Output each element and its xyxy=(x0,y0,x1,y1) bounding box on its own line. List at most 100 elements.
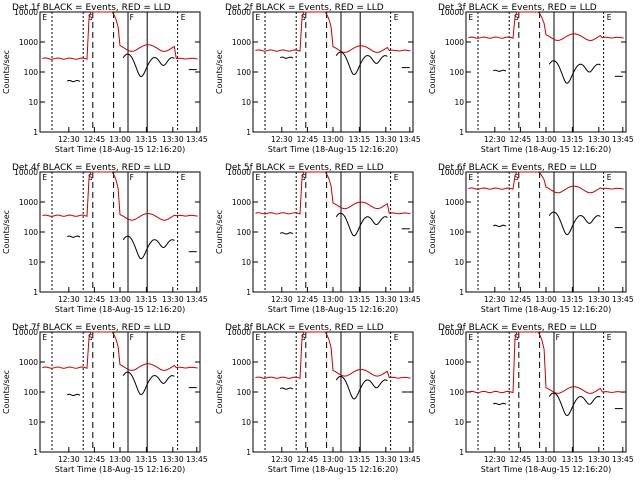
y-tick-label: 10000 xyxy=(14,328,38,337)
marker-label: E xyxy=(607,13,612,22)
lld-series xyxy=(42,11,198,60)
x-tick-label: 12:45 xyxy=(297,295,319,304)
x-tick-label: 12:45 xyxy=(297,455,319,464)
x-tick-label: 13:00 xyxy=(322,135,344,144)
events-series-post xyxy=(122,53,175,78)
x-tick-label: 13:30 xyxy=(162,295,184,304)
events-series-pre xyxy=(493,402,507,406)
events-series-post xyxy=(122,235,175,260)
events-series-post xyxy=(122,371,175,396)
marker-label: F xyxy=(130,173,134,182)
y-tick-label: 10 xyxy=(454,258,464,267)
x-tick-label: 12:45 xyxy=(84,295,106,304)
x-tick-label: 12:30 xyxy=(484,135,506,144)
y-tick-label: 10 xyxy=(28,418,38,427)
x-tick-label: 13:00 xyxy=(535,295,557,304)
y-tick-label: 100 xyxy=(237,388,252,397)
y-axis-label: Counts/sec xyxy=(215,370,224,414)
y-tick-label: 1000 xyxy=(19,198,38,207)
y-tick-label: 100 xyxy=(24,68,39,77)
panel-title: Det 1f BLACK = Events, RED = LLD xyxy=(12,3,171,13)
x-tick-label: 13:45 xyxy=(186,135,208,144)
y-tick-label: 10 xyxy=(454,418,464,427)
x-tick-label: 13:15 xyxy=(136,455,158,464)
x-tick-label: 12:45 xyxy=(510,135,532,144)
panel-7: Det 7f BLACK = Events, RED = LLD 1 10 100 10… xyxy=(2,323,208,474)
marker-label: E xyxy=(181,173,186,182)
y-tick-label: 1000 xyxy=(445,198,464,207)
y-axis-label: Counts/sec xyxy=(215,210,224,254)
x-tick-label: 13:45 xyxy=(399,455,421,464)
events-series-post xyxy=(335,376,388,400)
marker-label: E xyxy=(42,333,47,342)
panel-title: Det 6f BLACK = Events, RED = LLD xyxy=(438,163,597,173)
x-axis-label: Start Time (18-Aug-15 12:16:20) xyxy=(481,305,612,314)
y-tick-label: 1000 xyxy=(445,358,464,367)
marker-label: E xyxy=(255,173,260,182)
marker-label: E xyxy=(255,333,260,342)
marker-label: S xyxy=(301,13,306,22)
x-tick-label: 12:30 xyxy=(484,295,506,304)
x-tick-label: 13:45 xyxy=(612,455,634,464)
events-series-post xyxy=(335,51,388,76)
lld-series xyxy=(468,11,624,42)
y-tick-label: 1 xyxy=(459,448,464,457)
x-tick-label: 13:15 xyxy=(349,455,371,464)
y-tick-label: 100 xyxy=(237,228,252,237)
x-tick-label: 12:30 xyxy=(58,295,80,304)
y-axis-label: Counts/sec xyxy=(428,50,437,94)
x-tick-label: 13:45 xyxy=(612,135,634,144)
x-tick-label: 12:45 xyxy=(84,135,106,144)
y-tick-label: 100 xyxy=(450,68,465,77)
x-tick-label: 12:45 xyxy=(510,455,532,464)
x-axis-label: Start Time (18-Aug-15 12:16:20) xyxy=(55,465,186,474)
panel-3: Det 3f BLACK = Events, RED = LLD 1 10 100 10… xyxy=(428,3,634,154)
y-tick-label: 1 xyxy=(246,128,251,137)
x-axis-label: Start Time (18-Aug-15 12:16:20) xyxy=(268,145,399,154)
y-tick-label: 1 xyxy=(246,288,251,297)
x-tick-label: 13:15 xyxy=(349,295,371,304)
events-series-pre xyxy=(67,79,81,83)
x-tick-label: 12:30 xyxy=(58,135,80,144)
panel-9: Det 9f BLACK = Events, RED = LLD 1 10 100 10… xyxy=(428,323,634,474)
marker-label: F xyxy=(556,333,560,342)
panel-6: Det 6f BLACK = Events, RED = LLD 1 10 100 10… xyxy=(428,163,634,314)
x-tick-label: 13:30 xyxy=(162,455,184,464)
x-tick-label: 13:45 xyxy=(186,455,208,464)
x-tick-label: 13:30 xyxy=(588,295,610,304)
x-tick-label: 13:15 xyxy=(136,295,158,304)
panel-2: Det 2f BLACK = Events, RED = LLD 1 10 100 10… xyxy=(215,3,421,154)
lld-series xyxy=(42,171,198,221)
y-tick-label: 1 xyxy=(246,448,251,457)
y-tick-label: 100 xyxy=(237,68,252,77)
x-tick-label: 13:45 xyxy=(399,295,421,304)
y-tick-label: 10 xyxy=(28,98,38,107)
plot-frame xyxy=(465,11,627,133)
lld-series xyxy=(42,331,198,371)
marker-label: E xyxy=(394,13,399,22)
y-tick-label: 100 xyxy=(450,228,465,237)
y-tick-label: 1000 xyxy=(19,38,38,47)
marker-label: E xyxy=(468,13,473,22)
x-tick-label: 13:45 xyxy=(186,295,208,304)
y-tick-label: 10000 xyxy=(440,328,464,337)
plot-frame xyxy=(39,331,201,453)
y-tick-label: 1000 xyxy=(232,358,251,367)
x-axis-label: Start Time (18-Aug-15 12:16:20) xyxy=(55,305,186,314)
events-series-pre xyxy=(279,232,294,235)
y-axis-label: Counts/sec xyxy=(2,370,11,414)
y-tick-label: 10000 xyxy=(227,328,251,337)
events-series-pre xyxy=(492,224,507,228)
y-tick-label: 1000 xyxy=(232,38,251,47)
marker-label: E xyxy=(181,333,186,342)
x-tick-label: 13:00 xyxy=(109,135,131,144)
events-series-pre xyxy=(492,69,507,72)
marker-label: E xyxy=(181,13,186,22)
x-tick-label: 13:15 xyxy=(562,455,584,464)
x-tick-label: 13:15 xyxy=(349,135,371,144)
events-series-pre xyxy=(67,393,81,397)
y-tick-label: 10 xyxy=(241,418,251,427)
x-tick-label: 13:15 xyxy=(136,135,158,144)
panel-title: Det 5f BLACK = Events, RED = LLD xyxy=(225,163,384,173)
events-series-pre xyxy=(279,56,294,59)
